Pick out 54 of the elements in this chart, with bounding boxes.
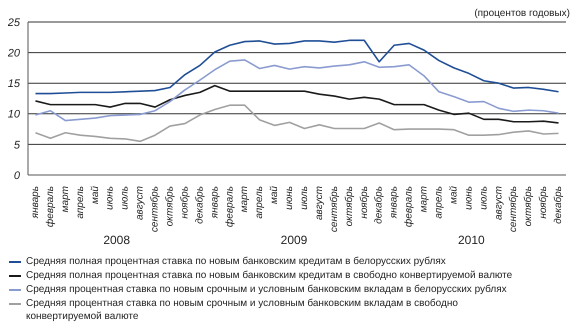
text: 2008 [102, 233, 132, 247]
x-tick-label: август [134, 186, 146, 220]
x-tick-label: февраль [224, 186, 236, 228]
x-tick-label: май [269, 186, 280, 204]
x-tick-label: март [60, 186, 71, 212]
x-tick-label: февраль [404, 186, 415, 228]
x-tick-label: ноябрь [358, 186, 370, 219]
x-tick-label: декабрь [553, 186, 564, 224]
x-tick-label: май [448, 186, 460, 204]
y-axis-title: (процентов годовых) [474, 8, 570, 19]
x-tick-label: август [314, 186, 325, 220]
x-tick-label: июль [120, 186, 131, 210]
x-tick-label: январь [388, 186, 400, 220]
y-tick-label: 0 [14, 170, 21, 182]
x-tick-label: июль [298, 186, 310, 210]
x-tick-label: март [418, 186, 430, 212]
x-tick-label: сентябрь [150, 186, 161, 232]
line-series [34, 59, 560, 122]
text: 2010 [456, 233, 486, 247]
legend-label: Средняя полная процентная ставка по новым банковским кредитам в свободно конвертируемой валюте [26, 269, 512, 282]
legend-label: Средняя процентная ставка по новым срочным и условным банковским вкладам в белорусских рублях [26, 283, 507, 296]
x-tick-label: май [90, 186, 101, 204]
x-tick-label: сентябрь [328, 186, 340, 232]
x-tick-label: июнь [104, 186, 116, 210]
text: 2009 [280, 233, 308, 247]
x-tick-label: январь [209, 186, 220, 220]
y-tick-label: 5 [14, 139, 21, 152]
x-tick-label: август [493, 186, 504, 220]
x-tick-label: октябрь [164, 186, 176, 226]
x-tick-label: октябрь [523, 186, 534, 226]
x-tick-label: июль [478, 186, 490, 210]
line-series [34, 40, 560, 94]
y-tick-label: 10 [8, 108, 21, 121]
x-tick-label: ноябрь [538, 186, 550, 219]
x-tick-label: сентябрь [508, 186, 520, 232]
x-tick-label: апрель [254, 186, 266, 219]
y-tick-label: 15 [8, 78, 21, 90]
x-tick-label: апрель [74, 186, 86, 219]
x-tick-label: март [239, 186, 250, 212]
x-tick-label: ноябрь [179, 186, 190, 219]
line-series [34, 104, 560, 142]
x-tick-label: декабрь [194, 186, 206, 224]
legend-label: Средняя процентная ставка по новым срочным и условным банковским вкладам в свободно конвертируемой валюте [26, 297, 459, 323]
y-tick-label: 20 [6, 48, 21, 60]
line-series [34, 84, 560, 124]
x-tick-label: июнь [463, 186, 474, 210]
x-tick-label: декабрь [374, 186, 385, 224]
y-tick-label: 25 [6, 16, 21, 29]
x-tick-label: апрель [433, 186, 444, 219]
x-tick-label: январь [30, 186, 41, 220]
x-tick-label: июнь [284, 186, 296, 210]
x-tick-label: октябрь [344, 186, 355, 226]
x-tick-label: февраль [44, 186, 56, 228]
legend-label: Средняя полная процентная ставка по новым банковским кредитам в белорусских рублях [26, 255, 446, 268]
